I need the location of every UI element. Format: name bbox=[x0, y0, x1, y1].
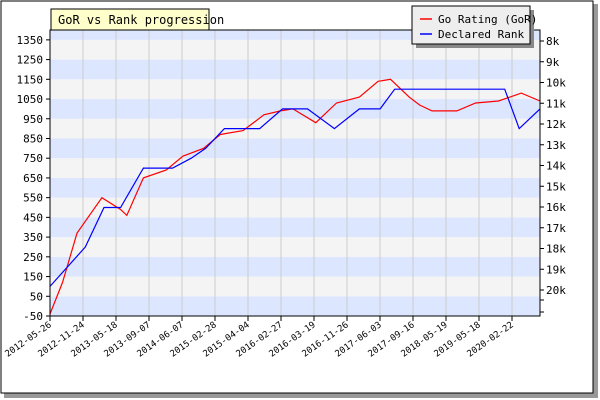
grid-bands bbox=[50, 30, 540, 316]
y-right-tick-label: 18k bbox=[546, 243, 566, 256]
grid-band bbox=[50, 138, 540, 159]
title-box-bg bbox=[50, 8, 210, 31]
grid-band bbox=[50, 256, 540, 277]
grid-band bbox=[50, 237, 540, 257]
y-left-tick-label: 450 bbox=[23, 211, 43, 224]
legend-box bbox=[411, 5, 531, 45]
y-left-tick-label: 150 bbox=[23, 271, 43, 284]
grid-band bbox=[50, 197, 540, 218]
y-right-tick-label: 14k bbox=[546, 160, 566, 173]
grid-band bbox=[50, 177, 540, 198]
y-left-tick-label: 850 bbox=[23, 132, 43, 145]
y-axis-right: 8k 9k 10k 11k 12k 13k 14k 15k 16k 17k 18k 19k 20k bbox=[540, 35, 566, 313]
grid-band bbox=[50, 79, 540, 100]
y-right-tick-label: 20k bbox=[546, 284, 566, 297]
y-right-tick-label: 19k bbox=[546, 263, 566, 276]
y-right-tick-label: 10k bbox=[546, 77, 566, 90]
grid-band bbox=[50, 118, 540, 139]
y-right-tick-label: 15k bbox=[546, 180, 566, 193]
legend: Go Rating (GoR) Declared Rank bbox=[411, 5, 537, 48]
plot-area bbox=[49, 29, 541, 317]
grid-band bbox=[50, 30, 540, 40]
series-lines bbox=[49, 78, 541, 315]
legend-label-gor: Go Rating (GoR) bbox=[438, 13, 537, 26]
y-right-tick-label: 16k bbox=[546, 201, 566, 214]
y-left-tick-label: -50 bbox=[23, 310, 43, 323]
y-left-tick-label: 1050 bbox=[17, 93, 44, 106]
series-line-gor bbox=[49, 78, 541, 315]
y-right-tick-label: 13k bbox=[546, 139, 566, 152]
legend-label-rank: Declared Rank bbox=[438, 28, 524, 41]
grid-band bbox=[50, 296, 540, 316]
y-left-tick-label: 650 bbox=[23, 172, 43, 185]
series-line-rank bbox=[49, 88, 541, 287]
y-right-tick-label: 11k bbox=[546, 97, 566, 110]
grid-band bbox=[50, 276, 540, 297]
y-left-tick-label: 50 bbox=[30, 290, 43, 303]
y-right-tick-label: 8k bbox=[546, 35, 560, 48]
grid-band bbox=[50, 59, 540, 80]
y-left-tick-label: 1150 bbox=[17, 73, 44, 86]
y-left-tick-label: 250 bbox=[23, 251, 43, 264]
y-right-tick-label: 17k bbox=[546, 222, 566, 235]
y-left-tick-label: 550 bbox=[23, 192, 43, 205]
y-left-tick-label: 950 bbox=[23, 113, 43, 126]
grid-band bbox=[50, 217, 540, 238]
y-left-tick-label: 1250 bbox=[17, 54, 44, 67]
y-right-tick-label: 12k bbox=[546, 118, 566, 131]
grid-band bbox=[50, 158, 540, 178]
plot-border bbox=[49, 29, 541, 317]
y-left-tick-label: 1350 bbox=[17, 34, 44, 47]
y-axis-left: -50 50 150 250 350 450 550 650 750 850 950 1050 1150… bbox=[17, 34, 50, 323]
title-box: GoR vs Rank progression bbox=[50, 8, 224, 31]
y-right-tick-label: 9k bbox=[546, 56, 560, 69]
y-left-tick-label: 350 bbox=[23, 231, 43, 244]
chart-title: GoR vs Rank progression bbox=[58, 13, 224, 27]
y-left-tick-label: 750 bbox=[23, 152, 43, 165]
